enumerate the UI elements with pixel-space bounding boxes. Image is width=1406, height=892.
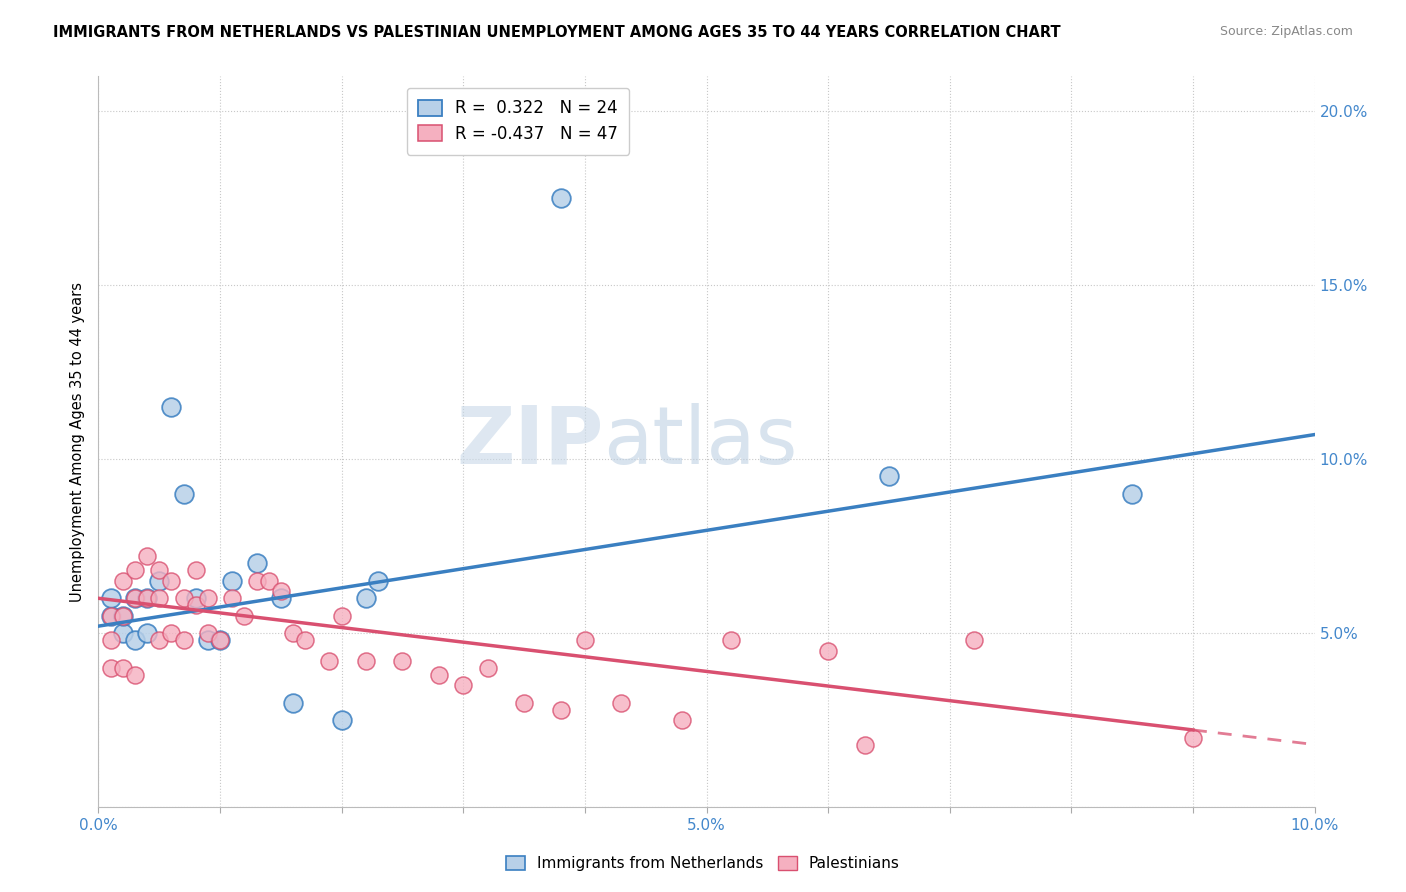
Text: IMMIGRANTS FROM NETHERLANDS VS PALESTINIAN UNEMPLOYMENT AMONG AGES 35 TO 44 YEAR: IMMIGRANTS FROM NETHERLANDS VS PALESTINI…: [53, 25, 1062, 40]
Point: [197, 626, 219, 640]
Point: [477, 661, 499, 675]
Legend: Immigrants from Netherlands, Palestinians: Immigrants from Netherlands, Palestinian…: [501, 850, 905, 877]
Point: [111, 574, 134, 588]
Point: [173, 633, 195, 648]
Point: [184, 599, 207, 613]
Point: [197, 591, 219, 606]
Point: [245, 557, 267, 571]
Point: [124, 591, 146, 606]
Point: [160, 626, 183, 640]
Point: [209, 633, 232, 648]
Point: [817, 643, 839, 657]
Point: [136, 626, 159, 640]
Point: [1182, 731, 1205, 745]
Point: [354, 654, 377, 668]
Point: [221, 591, 243, 606]
Point: [550, 191, 572, 205]
Point: [671, 713, 693, 727]
Y-axis label: Unemployment Among Ages 35 to 44 years: Unemployment Among Ages 35 to 44 years: [70, 282, 86, 601]
Point: [318, 654, 340, 668]
Point: [853, 738, 876, 752]
Point: [257, 574, 280, 588]
Point: [221, 574, 243, 588]
Point: [148, 563, 170, 577]
Point: [100, 608, 122, 623]
Point: [427, 668, 450, 682]
Point: [245, 574, 267, 588]
Point: [453, 678, 475, 692]
Point: [184, 591, 207, 606]
Point: [136, 591, 159, 606]
Point: [197, 633, 219, 648]
Point: [354, 591, 377, 606]
Point: [550, 703, 572, 717]
Point: [270, 584, 292, 599]
Point: [574, 633, 596, 648]
Point: [124, 563, 146, 577]
Point: [111, 608, 134, 623]
Point: [233, 608, 256, 623]
Point: [160, 400, 183, 414]
Text: Source: ZipAtlas.com: Source: ZipAtlas.com: [1219, 25, 1353, 38]
Point: [610, 696, 633, 710]
Point: [100, 661, 122, 675]
Point: [100, 591, 122, 606]
Point: [330, 713, 353, 727]
Point: [124, 591, 146, 606]
Point: [281, 626, 304, 640]
Point: [209, 633, 232, 648]
Point: [963, 633, 986, 648]
Point: [173, 487, 195, 501]
Point: [136, 549, 159, 564]
Text: atlas: atlas: [603, 402, 797, 481]
Point: [1121, 487, 1143, 501]
Point: [367, 574, 389, 588]
Point: [513, 696, 536, 710]
Point: [281, 696, 304, 710]
Point: [148, 591, 170, 606]
Point: [391, 654, 413, 668]
Point: [148, 633, 170, 648]
Point: [111, 661, 134, 675]
Point: [330, 608, 353, 623]
Point: [111, 608, 134, 623]
Legend: R =  0.322   N = 24, R = -0.437   N = 47: R = 0.322 N = 24, R = -0.437 N = 47: [406, 87, 630, 154]
Point: [877, 469, 900, 483]
Point: [270, 591, 292, 606]
Point: [173, 591, 195, 606]
Point: [124, 633, 146, 648]
Point: [136, 591, 159, 606]
Point: [160, 574, 183, 588]
Point: [100, 608, 122, 623]
Point: [294, 633, 316, 648]
Point: [720, 633, 742, 648]
Text: ZIP: ZIP: [456, 402, 603, 481]
Point: [124, 668, 146, 682]
Point: [111, 626, 134, 640]
Point: [148, 574, 170, 588]
Point: [100, 633, 122, 648]
Point: [184, 563, 207, 577]
